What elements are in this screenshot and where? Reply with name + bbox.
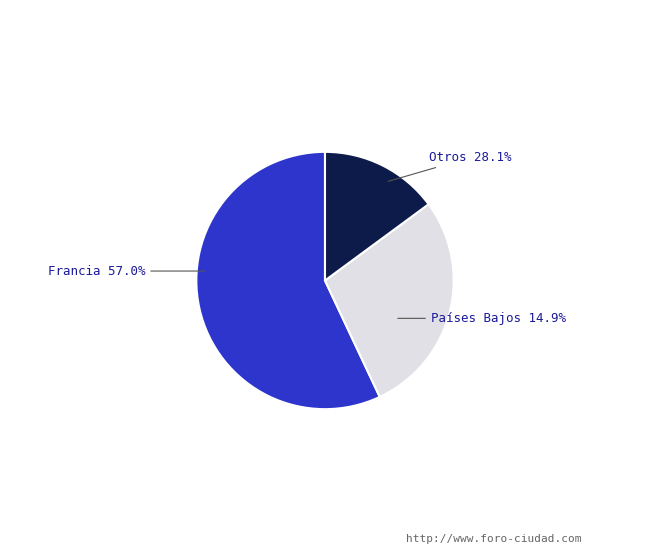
Wedge shape <box>325 204 454 397</box>
Wedge shape <box>325 152 428 280</box>
Text: http://www.foro-ciudad.com: http://www.foro-ciudad.com <box>406 535 582 544</box>
Wedge shape <box>196 152 380 409</box>
Text: Francia 57.0%: Francia 57.0% <box>47 265 205 278</box>
Text: Otros 28.1%: Otros 28.1% <box>388 151 512 182</box>
Text: Países Bajos 14.9%: Países Bajos 14.9% <box>398 312 566 325</box>
Text: Arguis - Turistas extranjeros según país - Agosto de 2024: Arguis - Turistas extranjeros según país… <box>40 14 610 32</box>
